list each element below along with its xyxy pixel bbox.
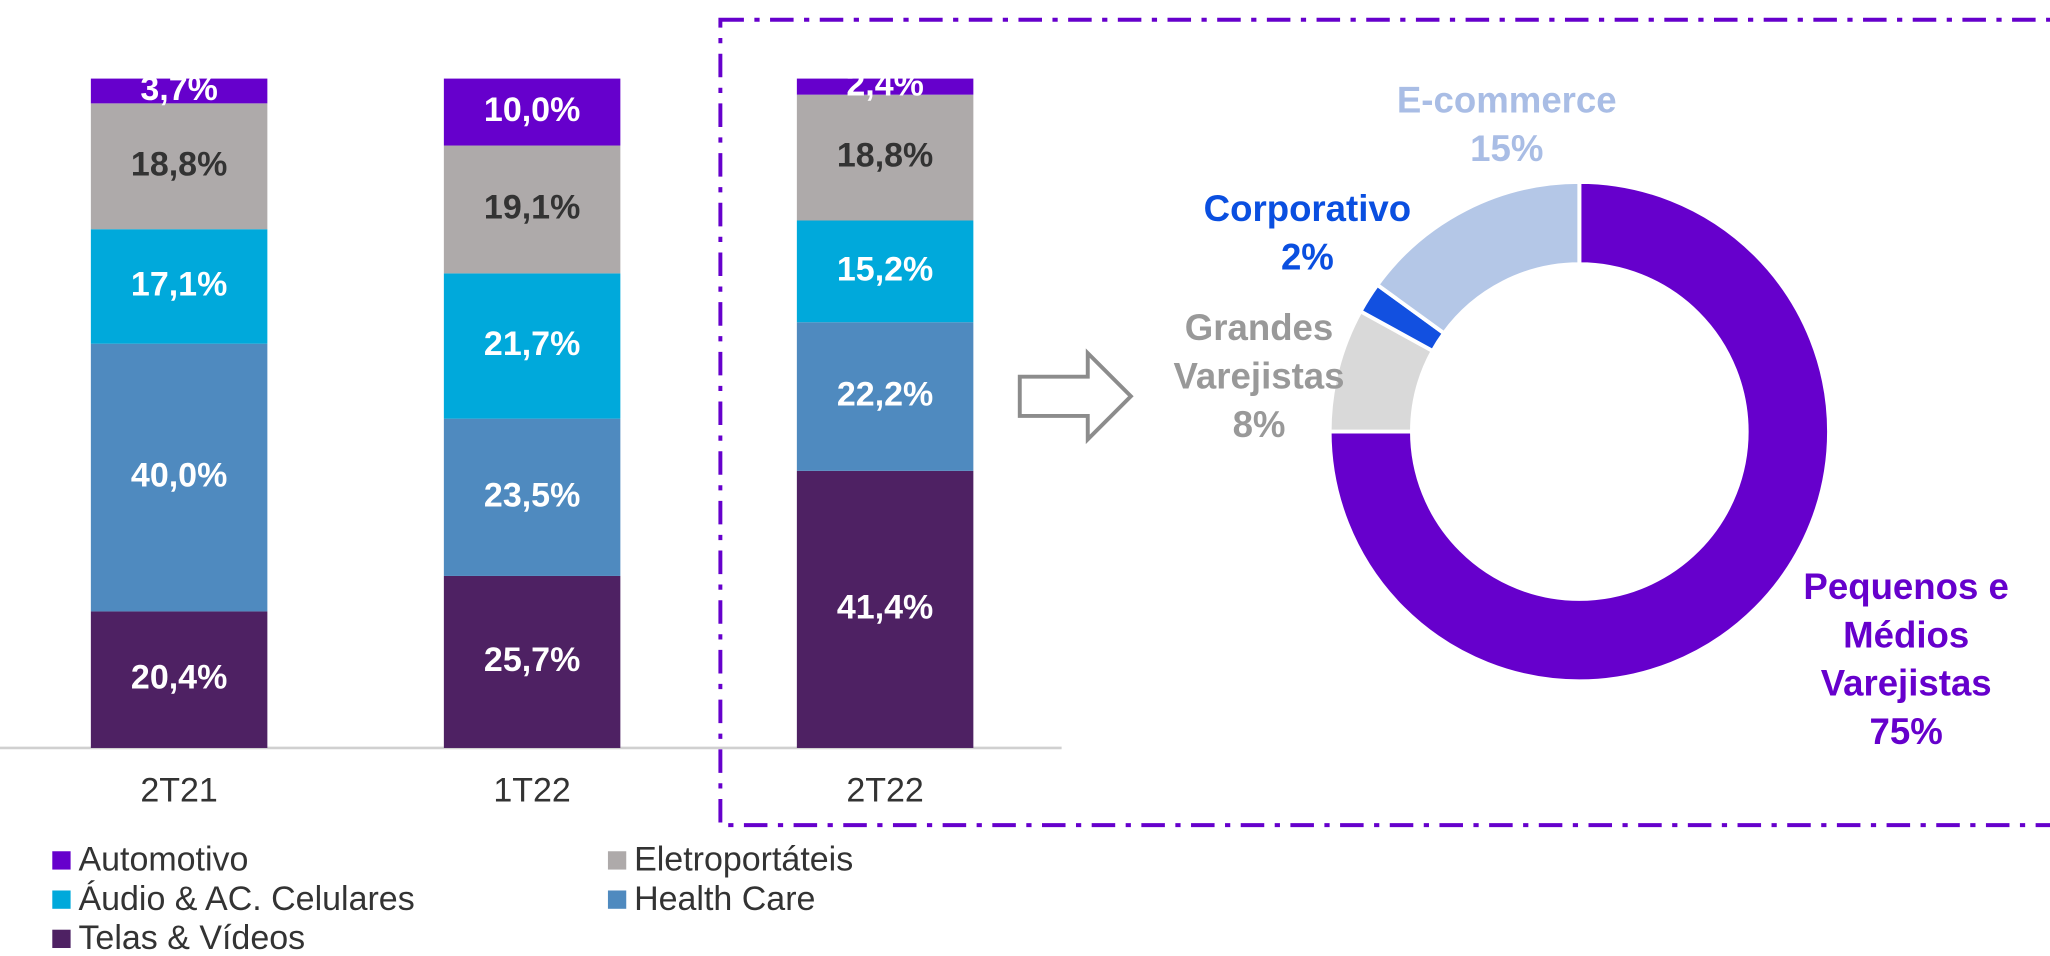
bar-segment xyxy=(796,94,974,221)
bar-segment xyxy=(443,418,621,576)
data-label: 41,4% xyxy=(837,588,933,626)
legend-swatch xyxy=(52,890,71,909)
donut-slice xyxy=(1374,179,1582,336)
highlight-box xyxy=(718,17,2050,828)
donut-label-box: Corporativo 2% xyxy=(1164,184,1452,281)
legend-label: Health Care xyxy=(634,880,815,918)
data-label: 18,8% xyxy=(837,137,933,175)
bar-segment xyxy=(443,145,621,274)
donut-label: Pequenos e Médios Varejistas 75% xyxy=(1769,562,2044,755)
bar-segment xyxy=(796,220,974,323)
value-label: 75% xyxy=(1869,711,1943,752)
data-label: 3,7% xyxy=(140,70,217,108)
data-label: 23,5% xyxy=(484,476,580,514)
donut-slice xyxy=(1327,179,1832,684)
bar-segment xyxy=(443,78,621,146)
data-label: 10,0% xyxy=(484,91,580,129)
category-label: Corporativo xyxy=(1203,188,1412,229)
legend-label: Áudio & AC. Celulares xyxy=(78,880,414,918)
data-label: 22,2% xyxy=(837,376,933,414)
bar-segment xyxy=(796,78,974,95)
data-label: 19,1% xyxy=(484,188,580,226)
legend-swatch xyxy=(607,851,627,870)
value-label: 15% xyxy=(1470,128,1544,169)
bar-segment xyxy=(796,470,974,748)
donut-label-box: E-commerce 15% xyxy=(1347,76,1667,173)
donut-label: Grandes Varejistas 8% xyxy=(1148,303,1370,448)
legend-swatch xyxy=(52,851,71,870)
legend-swatch xyxy=(607,890,627,909)
data-label: 40,0% xyxy=(131,457,227,495)
category-label: Pequenos e Médios Varejistas xyxy=(1803,566,2009,704)
legend-label: Eletroportáteis xyxy=(634,841,853,879)
data-label: 18,8% xyxy=(131,145,227,183)
data-label: 21,7% xyxy=(484,325,580,363)
value-label: 2% xyxy=(1280,236,1334,278)
bar-segment xyxy=(90,611,268,748)
data-label: 25,7% xyxy=(484,641,580,679)
value-label: 8% xyxy=(1232,404,1286,445)
x-tick-label: 2T22 xyxy=(846,771,923,809)
donut-label-box: Grandes Varejistas 8% xyxy=(1148,303,1370,448)
donut-label: Corporativo 2% xyxy=(1164,184,1452,281)
bar-segment xyxy=(443,575,621,748)
x-tick-label: 2T21 xyxy=(140,771,217,809)
bar-segment xyxy=(796,322,974,471)
data-label: 20,4% xyxy=(131,659,227,697)
legend-swatch xyxy=(52,929,71,949)
legend-label: Automotivo xyxy=(78,841,248,879)
arrow xyxy=(1017,348,1134,445)
bar-segment xyxy=(90,343,268,612)
donut-label-box: Pequenos e Médios Varejistas 75% xyxy=(1769,562,2044,755)
data-label: 15,2% xyxy=(837,250,933,288)
category-label: E-commerce xyxy=(1396,79,1617,121)
legend-label: Telas & Vídeos xyxy=(78,919,305,956)
data-label: 17,1% xyxy=(131,265,227,303)
x-tick-label: 1T22 xyxy=(493,771,570,809)
bar-segment xyxy=(90,229,268,344)
bar-segment xyxy=(443,273,621,419)
data-label: 2,4% xyxy=(846,66,923,104)
bar-segment xyxy=(90,78,268,104)
category-label: Grandes Varejistas xyxy=(1173,307,1345,397)
donut-label: E-commerce 15% xyxy=(1347,76,1667,173)
bar-segment xyxy=(90,103,268,230)
